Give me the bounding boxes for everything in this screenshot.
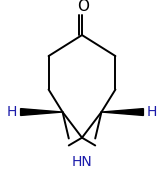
- Text: HN: HN: [72, 155, 92, 169]
- Text: H: H: [146, 105, 157, 119]
- Text: H: H: [7, 105, 18, 119]
- Polygon shape: [21, 109, 62, 115]
- Polygon shape: [102, 109, 143, 115]
- Text: O: O: [77, 0, 89, 14]
